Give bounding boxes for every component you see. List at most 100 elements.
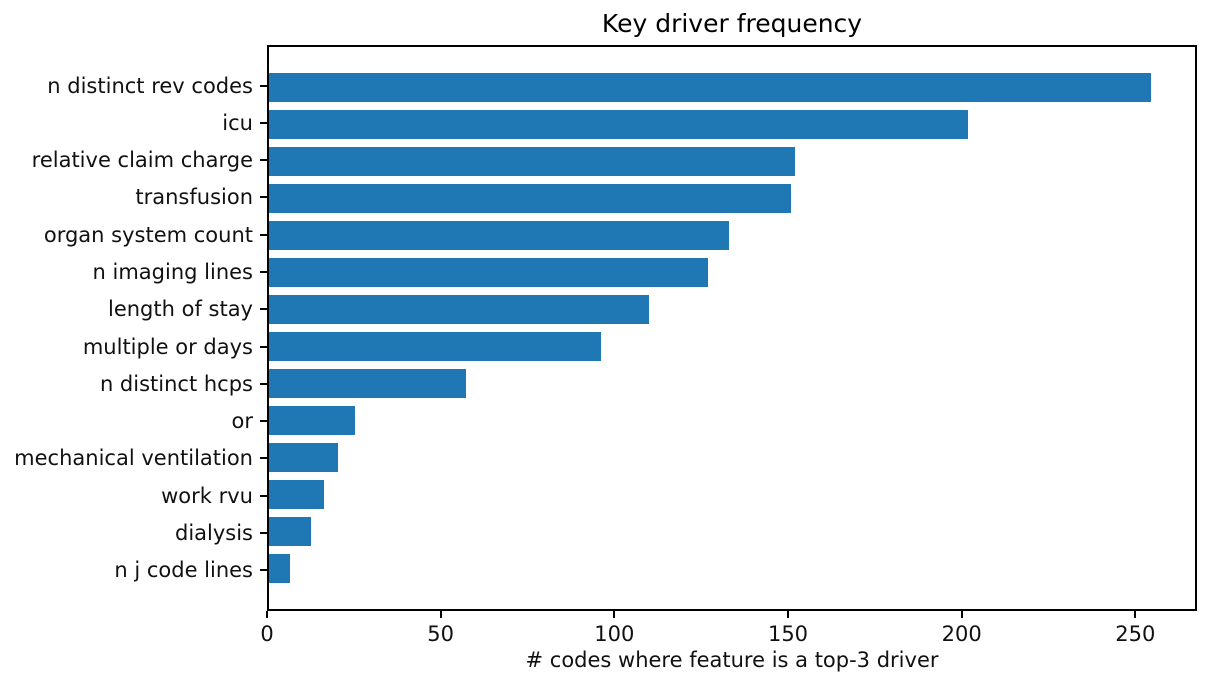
y-tick-label: n j code lines	[114, 558, 253, 583]
bar	[269, 146, 795, 177]
y-tick-mark	[260, 121, 267, 124]
y-tick-mark	[260, 84, 267, 87]
bar-row	[269, 291, 1195, 328]
y-tick-row: n distinct hcps	[0, 365, 253, 402]
bars-container	[269, 47, 1195, 609]
y-tick-label: or	[231, 409, 253, 434]
y-tick-row	[260, 179, 267, 216]
bar-row	[269, 402, 1195, 439]
bar-row	[269, 69, 1195, 106]
y-tick-row: work rvu	[0, 477, 253, 514]
y-tick-row	[260, 291, 267, 328]
y-tick-row	[260, 67, 267, 104]
x-tick-mark	[266, 611, 268, 618]
y-tick-mark	[260, 345, 267, 348]
bar	[269, 553, 290, 584]
bar-row	[269, 180, 1195, 217]
x-axis-ticks: 0 50 100 150 200 250	[260, 611, 1197, 655]
y-tick-row: multiple or days	[0, 328, 253, 365]
y-tick-row	[260, 552, 267, 589]
y-tick-row: or	[0, 403, 253, 440]
x-tick-mark	[439, 611, 442, 618]
y-tick-label: dialysis	[174, 521, 253, 546]
bar	[269, 405, 356, 436]
x-tick-label: 50	[427, 622, 455, 646]
y-tick-row: dialysis	[0, 514, 253, 551]
y-axis-tick-marks	[260, 45, 267, 611]
bar-row	[269, 550, 1195, 587]
y-tick-row	[260, 365, 267, 402]
y-tick-row	[260, 403, 267, 440]
x-tick-mark	[1134, 611, 1137, 618]
y-tick-row	[260, 253, 267, 290]
y-tick-row: relative claim charge	[0, 142, 253, 179]
y-tick-mark	[260, 420, 267, 423]
x-tick-label: 150	[767, 622, 809, 646]
bar	[269, 109, 968, 140]
x-tick-mark	[960, 611, 963, 618]
y-tick-label: n imaging lines	[92, 260, 253, 285]
bar-row	[269, 217, 1195, 254]
y-tick-label: relative claim charge	[31, 148, 253, 173]
bar	[269, 257, 709, 288]
y-tick-mark	[260, 494, 267, 497]
bar-row	[269, 106, 1195, 143]
y-tick-row: length of stay	[0, 291, 253, 328]
bar	[269, 516, 311, 547]
y-tick-mark	[260, 159, 267, 162]
y-tick-label: n distinct rev codes	[47, 73, 253, 98]
bar-row	[269, 328, 1195, 365]
y-tick-row	[260, 514, 267, 551]
y-tick-label: multiple or days	[82, 334, 253, 359]
x-tick-mark	[787, 611, 789, 618]
bar-row	[269, 254, 1195, 291]
y-tick-mark	[260, 233, 267, 236]
y-tick-row	[260, 216, 267, 253]
x-tick-mark	[613, 611, 616, 618]
x-tick-label: 100	[594, 622, 635, 646]
bar-row	[269, 439, 1195, 476]
bar	[269, 220, 729, 251]
bar	[269, 442, 339, 473]
y-tick-row: transfusion	[0, 179, 253, 216]
x-axis-label: # codes where feature is a top-3 driver	[525, 648, 939, 672]
y-tick-row: icu	[0, 104, 253, 141]
x-tick-label: 200	[941, 622, 982, 646]
bar-row	[269, 476, 1195, 513]
bar	[269, 479, 325, 510]
y-tick-label: organ system count	[43, 222, 253, 247]
y-tick-label: mechanical ventilation	[14, 446, 253, 471]
chart-title: Key driver frequency	[601, 9, 863, 38]
bar-row	[269, 513, 1195, 550]
bar	[269, 294, 650, 325]
bar	[269, 72, 1151, 103]
y-tick-mark	[260, 196, 267, 199]
y-tick-label: work rvu	[161, 483, 253, 508]
y-tick-label: transfusion	[135, 185, 253, 210]
bar	[269, 331, 601, 362]
y-tick-row	[260, 440, 267, 477]
y-tick-row	[260, 477, 267, 514]
y-tick-mark	[260, 382, 267, 385]
y-tick-row	[260, 104, 267, 141]
bar-row	[269, 143, 1195, 180]
y-tick-label: n distinct hcps	[99, 371, 253, 396]
y-tick-mark	[260, 271, 267, 274]
y-tick-mark	[260, 532, 267, 535]
bar-row	[269, 365, 1195, 402]
y-tick-mark	[260, 569, 267, 572]
y-tick-row	[260, 142, 267, 179]
y-tick-row: n j code lines	[0, 552, 253, 589]
y-tick-row	[260, 328, 267, 365]
y-tick-row: n imaging lines	[0, 253, 253, 290]
y-tick-label: length of stay	[107, 297, 253, 322]
y-tick-row: n distinct rev codes	[0, 67, 253, 104]
y-tick-row: organ system count	[0, 216, 253, 253]
bar	[269, 183, 792, 214]
bar	[269, 368, 467, 399]
y-axis-labels: n distinct rev codes icu relative claim ch…	[0, 45, 253, 611]
y-tick-row: mechanical ventilation	[0, 440, 253, 477]
y-tick-mark	[260, 457, 267, 460]
x-tick-label: 0	[260, 622, 274, 646]
